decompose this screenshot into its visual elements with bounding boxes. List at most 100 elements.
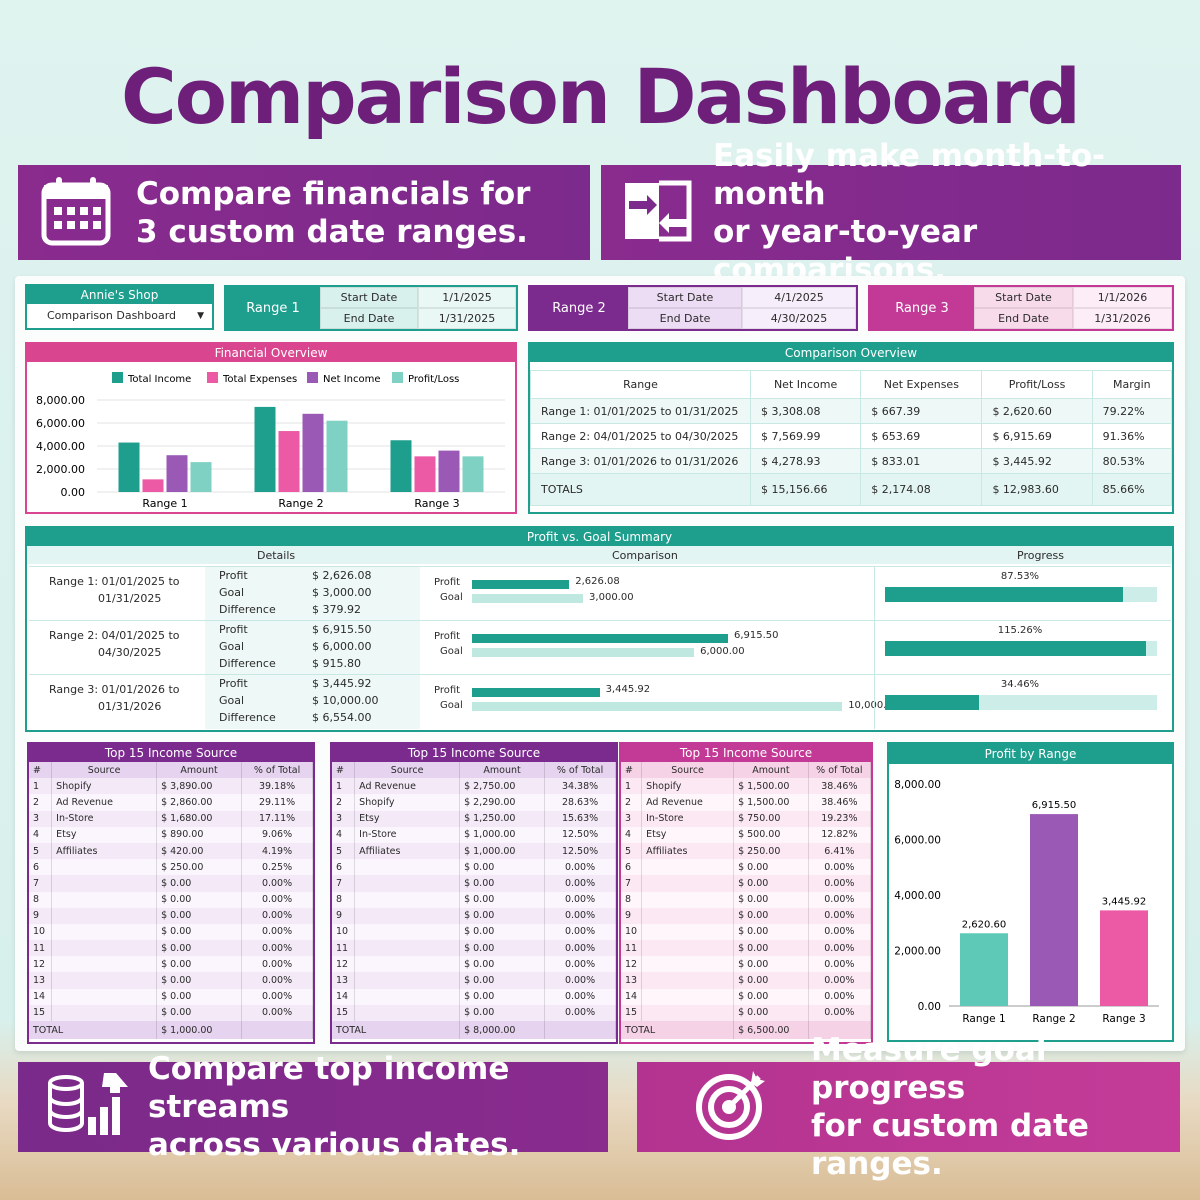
table-row: 2 Ad Revenue $ 1,500.00 38.46% [621,794,872,811]
table-cell: 5 [621,842,643,860]
table-cell: Shopify [641,778,735,795]
table-cell: 14 [621,988,643,1005]
banner-line: Compare financials for [136,175,531,212]
table-cell: 15 [332,1004,356,1021]
start-date-input[interactable]: 1/1/2026 [1073,287,1172,308]
progress-fill [885,641,1147,656]
range-3-box: Range 3 Start Date 1/1/2026 End Date 1/31/2… [868,285,1174,331]
y-tick-label: 0.00 [61,486,86,499]
table-cell: 10 [621,923,643,941]
details-block: Profit $ 3,445.92 Goal $ 10,000.00 Differenc… [205,675,420,729]
table-cell [354,956,461,973]
detail-value: $ 2,626.08 [312,569,372,582]
income-table-section: Top 15 Income Source # Source Amount% of To… [619,742,873,1044]
banner-date-ranges: Compare financials for 3 custom date rang… [18,165,590,260]
page-title: Comparison Dashboard [121,52,1081,141]
start-date-input[interactable]: 1/1/2025 [418,287,516,308]
table-cell: 5 [332,842,356,860]
table-row: 7 $ 0.00 0.00% [621,875,872,892]
progress-block: 115.26% [874,621,1169,675]
table-row: 8 $ 0.00 0.00% [621,891,872,908]
table-cell [51,875,158,892]
legend-label: Total Expenses [222,374,297,385]
comparison-overview-section: Comparison Overview Range Net Income Net E… [528,342,1174,514]
table-cell: 0.00% [544,859,616,876]
profit-by-range-chart: 8,000.00 6,000.00 4,000.00 2,000.00 0.00 2,62… [894,779,1159,1025]
total-label: TOTAL [621,1021,735,1039]
end-date-input[interactable]: 1/31/2026 [1073,308,1172,329]
table-row: 6 $ 0.00 0.00% [621,859,872,876]
goal-value-label: 6,000.00 [700,646,745,657]
col-header: Profit/Loss [981,370,1093,399]
y-tick-label: 0.00 [918,1001,941,1013]
table-row: 2 Shopify $ 2,290.00 28.63% [332,794,616,811]
table-cell: 0.00% [808,859,872,876]
table-cell [354,923,461,941]
bar [166,455,188,492]
total-value: $ 1,000.00 [156,1021,243,1039]
table-row: 14 $ 0.00 0.00% [332,988,616,1005]
table-cell: In-Store [641,810,735,827]
end-date-input[interactable]: 1/31/2025 [418,308,516,329]
total-row: TOTAL $ 6,500.00 [621,1021,872,1039]
totals-row: TOTALS $ 15,156.66 $ 2,174.08 $ 12,983.60 85… [530,473,1173,506]
shop-selector[interactable]: Annie's Shop Comparison Dashboard ▼ [25,284,214,330]
financial-overview-section: Financial Overview Total Income Total Exp… [25,342,517,514]
table-cell: $ 890.00 [156,826,243,843]
table-row: 1 Shopify $ 3,890.00 39.18% [29,778,313,795]
range-label: Range 3: 01/01/2026 to 01/31/2026 [49,681,180,715]
shop-name: Annie's Shop [27,286,212,304]
profit-bar [472,688,600,697]
table-cell: $ 0.00 [156,940,243,957]
table-cell [51,907,158,924]
table-cell [354,875,461,892]
y-tick-label: 4,000.00 [894,890,941,902]
col-header-progress: Progress [1017,549,1064,562]
bar-label-profit: Profit [434,685,461,696]
table-cell: 38.46% [808,778,872,795]
table-cell: 6 [621,859,643,876]
table-row: 11 $ 0.00 0.00% [332,940,616,957]
table-row: 12 $ 0.00 0.00% [621,956,872,973]
table-cell: $ 0.00 [459,988,546,1005]
table-cell [641,859,735,876]
table-cell: 0.00% [808,956,872,973]
banner-goal-progress: Measure goal progress for custom date ran… [637,1032,1180,1182]
table-cell [354,907,461,924]
table-row: 2 Ad Revenue $ 2,860.00 29.11% [29,794,313,811]
table-cell [641,907,735,924]
goal-value-label: 10,000.00 [848,700,900,711]
table-cell: $ 0.00 [459,1004,546,1021]
table-cell [354,891,461,908]
dashboard-select[interactable]: Comparison Dashboard ▼ [27,304,212,328]
table-cell: 0.00% [808,972,872,989]
col-header: % of Total [544,762,616,779]
start-date-label: Start Date [320,287,418,308]
table-row: 4 Etsy $ 890.00 9.06% [29,826,313,843]
table-row: 13 $ 0.00 0.00% [29,972,313,989]
table-cell: 28.63% [544,794,616,811]
header-row: # Source Amount% of Total [332,762,616,779]
table-cell: 0.00% [544,875,616,892]
range-line: 01/31/2025 [98,592,162,605]
start-date-input[interactable]: 4/1/2025 [742,287,856,308]
table-cell [354,972,461,989]
table-cell: 6 [332,859,356,876]
bar [302,413,324,492]
table-cell: 15 [621,1004,643,1021]
end-date-input[interactable]: 4/30/2025 [742,308,856,329]
table-row: 7 $ 0.00 0.00% [29,875,313,892]
detail-value: $ 6,000.00 [312,640,372,653]
col-header: Source [51,762,158,779]
table-cell: 9 [621,907,643,924]
table-cell: $ 0.00 [733,875,809,892]
detail-label: Goal [219,694,245,707]
table-cell: 14 [332,988,356,1005]
income-table-section: Top 15 Income Source # Source Amount% of To… [27,742,315,1044]
banner-comparisons: Easily make month-to-month or year-to-yea… [601,138,1181,288]
table-row: 14 $ 0.00 0.00% [29,988,313,1005]
y-tick-label: 8,000.00 [894,779,941,791]
banner-line: for custom date ranges. [811,1108,1089,1182]
table-row: 13 $ 0.00 0.00% [621,972,872,989]
table-cell: Ad Revenue [51,794,158,811]
